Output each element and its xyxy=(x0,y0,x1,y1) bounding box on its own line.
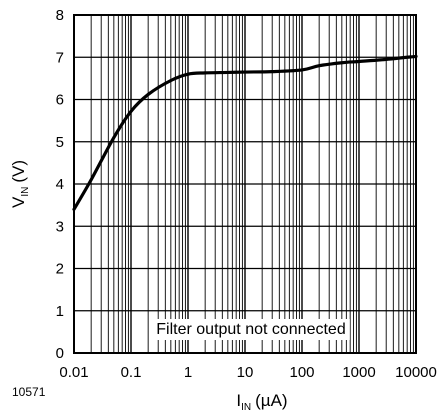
y-tick-label: 7 xyxy=(56,49,64,66)
y-axis-title: VIN (V) xyxy=(9,160,31,208)
y-axis-title-sub: IN xyxy=(20,187,31,197)
y-tick-label: 2 xyxy=(56,261,64,278)
x-tick-label: 10000 xyxy=(395,364,437,381)
x-axis-title-sub: IN xyxy=(241,402,251,413)
x-axis-title-unit: (µA) xyxy=(255,391,287,410)
y-tick-label: 6 xyxy=(56,92,64,109)
annotation-background xyxy=(152,319,350,340)
x-tick-label: 0.01 xyxy=(59,364,88,381)
y-tick-label: 1 xyxy=(56,303,64,320)
series-line xyxy=(72,54,418,211)
x-tick-label: 1000 xyxy=(342,364,375,381)
series-group xyxy=(72,54,418,211)
x-axis-title: IIN (µA) xyxy=(236,391,287,413)
y-tick-label: 8 xyxy=(56,7,64,24)
y-tick-labels: 0 1 2 3 4 5 6 7 8 xyxy=(56,7,64,362)
x-tick-label: 1 xyxy=(184,364,192,381)
x-tick-label: 10 xyxy=(237,364,254,381)
annotation-box: Filter output not connected xyxy=(152,319,350,340)
y-axis-title-main: V xyxy=(9,196,28,208)
annotation-text: Filter output not connected xyxy=(156,321,345,338)
y-tick-label: 0 xyxy=(56,345,64,362)
x-tick-labels: 0.01 0.1 1 10 100 1000 10000 xyxy=(59,364,436,381)
grid-lines xyxy=(74,15,416,353)
x-tick-label: 100 xyxy=(289,364,314,381)
figure-id: 10571 xyxy=(12,385,46,399)
y-tick-label: 3 xyxy=(56,218,64,235)
x-tick-label: 0.1 xyxy=(121,364,142,381)
plot-frame xyxy=(73,14,417,354)
y-tick-label: 5 xyxy=(56,134,64,151)
y-axis-title-unit: (V) xyxy=(9,160,28,183)
x-axis-title-main: I xyxy=(236,391,241,410)
y-tick-label: 4 xyxy=(56,176,64,193)
